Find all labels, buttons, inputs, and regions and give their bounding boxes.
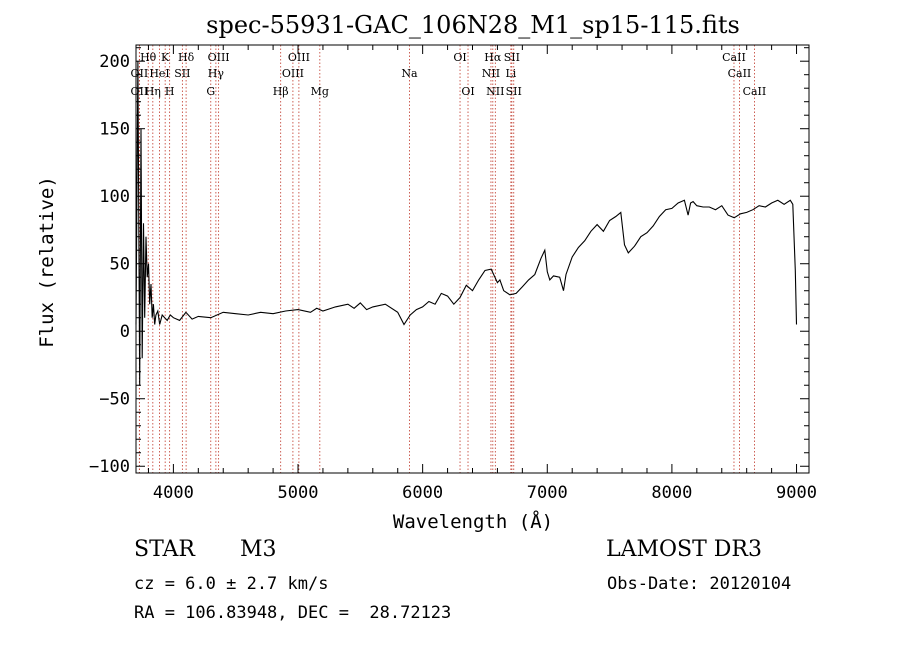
- line-label: Li: [505, 67, 516, 80]
- line-label: H: [165, 85, 175, 98]
- line-label: Hβ: [273, 85, 289, 98]
- line-label: Hη: [145, 85, 161, 98]
- line-label: Mg: [311, 85, 329, 98]
- x-axis-label: Wavelength (Å): [393, 510, 553, 533]
- line-label: G: [206, 85, 215, 98]
- survey-name: LAMOST DR3: [606, 537, 762, 562]
- y-tick-label: −50: [99, 390, 130, 410]
- x-tick-label: 6000: [402, 483, 443, 503]
- line-labels: OII OII Hθ Hη HeI K H SII Hδ G Hγ OIII Hβ OIII OIII Mg N…: [131, 51, 767, 98]
- line-label: NII: [486, 85, 504, 98]
- object-subclass: M3: [240, 537, 277, 562]
- line-label: CaII: [743, 85, 767, 98]
- x-tick-label: 9000: [776, 483, 817, 503]
- line-label: OI: [453, 51, 466, 64]
- y-axis-label: Flux (relative): [36, 176, 58, 348]
- line-label: SII: [174, 67, 190, 80]
- line-markers: [138, 45, 755, 473]
- observation-date: Obs-Date: 20120104: [607, 574, 792, 594]
- x-tick-label: 5000: [278, 483, 319, 503]
- x-tick-label: 7000: [527, 483, 568, 503]
- plot-frame: [135, 44, 810, 474]
- line-label: Hγ: [208, 67, 225, 80]
- line-label: CaII: [728, 67, 752, 80]
- redshift-velocity: cz = 6.0 ± 2.7 km/s: [134, 574, 329, 594]
- line-label: Hα: [484, 51, 502, 64]
- line-label: NII: [482, 67, 500, 80]
- x-tick-label: 4000: [153, 483, 194, 503]
- x-tick-label: 8000: [651, 483, 692, 503]
- line-label: OIII: [208, 51, 230, 64]
- line-label: OIII: [288, 51, 310, 64]
- line-label: K: [161, 51, 170, 64]
- line-label: OII: [131, 85, 149, 98]
- axis-ticks: 4000 5000 6000 7000 8000 9000 −100 −50 0 50 100 150…: [89, 45, 817, 503]
- object-class: STAR: [134, 537, 195, 562]
- line-label: CaII: [722, 51, 746, 64]
- y-tick-label: 150: [99, 120, 130, 140]
- line-label: OII: [131, 67, 149, 80]
- line-label: Hθ: [140, 51, 157, 64]
- line-label: SII: [504, 51, 520, 64]
- y-tick-label: 50: [110, 255, 130, 275]
- line-label: OI: [461, 85, 474, 98]
- spectrum-series-line: [135, 61, 798, 386]
- line-label: Na: [401, 67, 418, 80]
- y-tick-label: 200: [99, 52, 130, 72]
- line-label: Hδ: [178, 51, 195, 64]
- y-tick-label: 0: [120, 322, 130, 342]
- line-label: OIII: [282, 67, 304, 80]
- sky-coordinates: RA = 106.83948, DEC = 28.72123: [134, 603, 452, 623]
- y-tick-label: 100: [99, 187, 130, 207]
- line-label: HeI: [149, 67, 169, 80]
- chart-title: spec-55931-GAC_106N28_M1_sp15-115.fits: [206, 11, 740, 39]
- line-label: SII: [506, 85, 522, 98]
- y-tick-label: −100: [89, 457, 130, 477]
